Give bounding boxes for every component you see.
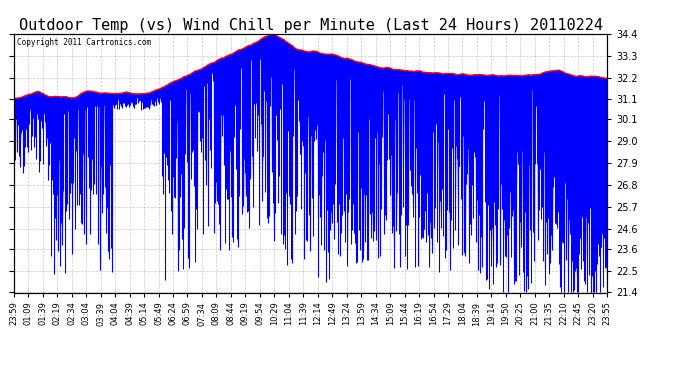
Title: Outdoor Temp (vs) Wind Chill per Minute (Last 24 Hours) 20110224: Outdoor Temp (vs) Wind Chill per Minute …	[19, 18, 602, 33]
Text: Copyright 2011 Cartronics.com: Copyright 2011 Cartronics.com	[17, 38, 151, 46]
